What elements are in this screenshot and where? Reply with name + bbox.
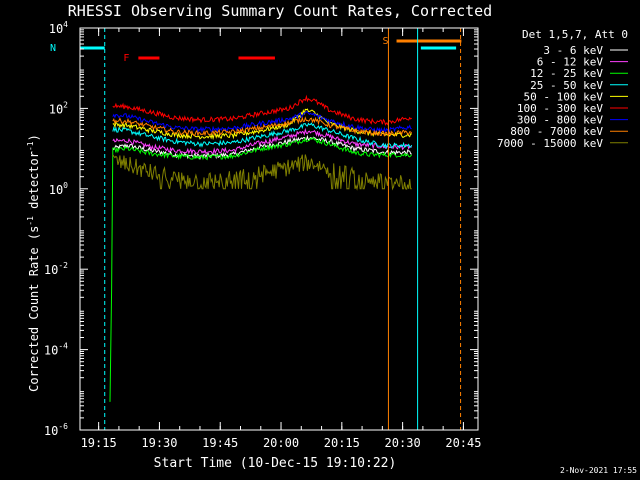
y-tick-label-1: 10-6: [44, 422, 68, 438]
series-line-4: [112, 122, 413, 150]
legend-label-6: 100 - 300 keV: [517, 102, 603, 115]
chart-title: RHESSI Observing Summary Count Rates, Co…: [68, 2, 492, 20]
y-tick-label-4: 100: [49, 181, 68, 197]
legend-header: Det 1,5,7, Att 0: [522, 28, 628, 41]
flag-layer: N F S: [50, 36, 462, 64]
x-axis-label: Start Time (10-Dec-15 19:10:22): [154, 456, 397, 471]
flag-label-F: F: [123, 53, 129, 64]
legend-label-1: 3 - 6 keV: [543, 44, 603, 57]
svg-text:Corrected Count Rate (s-1 dete: Corrected Count Rate (s-1 detector-1): [26, 134, 41, 392]
series-line-5: [112, 108, 412, 141]
x-tick-label-7: 20:45: [445, 436, 481, 450]
x-tick-label-4: 20:00: [263, 436, 299, 450]
flag-label-S: S: [383, 36, 389, 47]
series-line-3: [109, 136, 413, 402]
series-line-8: [112, 116, 413, 137]
y-axis-label-end: ): [27, 134, 41, 141]
legend-label-2: 6 - 12 keV: [537, 56, 604, 69]
series-line-6: [112, 94, 413, 126]
series-7: [112, 111, 412, 135]
flag-label-N: N: [50, 43, 56, 54]
y-axis-label-mid: detector: [27, 151, 41, 216]
y-axis-label-sup1: -1: [26, 216, 35, 226]
y-tick-label-6: 104: [49, 20, 68, 36]
x-tick-label-6: 20:30: [385, 436, 421, 450]
y-tick-label-3: 10-2: [44, 261, 68, 277]
series-8: [112, 116, 413, 137]
series-5: [112, 108, 412, 141]
series-9: [112, 154, 412, 191]
legend-label-7: 300 - 800 keV: [517, 114, 603, 127]
y-axis-label-sup2: -1: [26, 141, 35, 151]
legend-label-9: 7000 - 15000 keV: [497, 137, 603, 150]
x-tick-label-2: 19:30: [141, 436, 177, 450]
legend-label-3: 12 - 25 keV: [530, 67, 603, 80]
y-tick-label-2: 10-4: [44, 342, 68, 358]
series-line-9: [112, 154, 412, 191]
y-axis-label: Corrected Count Rate (s-1 detector-1): [26, 134, 41, 392]
series-line-7: [112, 111, 412, 135]
series-3: [109, 136, 413, 402]
y-axis-label-main: Corrected Count Rate (s: [27, 226, 41, 392]
legend-label-5: 50 - 100 keV: [524, 90, 604, 103]
legend-label-4: 25 - 50 keV: [530, 79, 603, 92]
series-line-2: [112, 127, 412, 156]
x-tick-label-3: 19:45: [202, 436, 238, 450]
footer-date: 2-Nov-2021 17:55: [560, 466, 637, 475]
x-tick-label-1: 19:15: [81, 436, 117, 450]
axis-layer: 10-6 10-4 10-2 100 102 104 19:15 19:30 19:45 20:0…: [44, 20, 482, 450]
plot-frame: [79, 27, 479, 431]
legend-label-8: 800 - 7000 keV: [510, 125, 603, 138]
series-4: [112, 122, 413, 150]
series-layer: [109, 94, 413, 402]
x-tick-label-5: 20:15: [324, 436, 360, 450]
series-2: [112, 127, 412, 156]
y-tick-label-5: 102: [49, 100, 68, 116]
series-6: [112, 94, 413, 126]
